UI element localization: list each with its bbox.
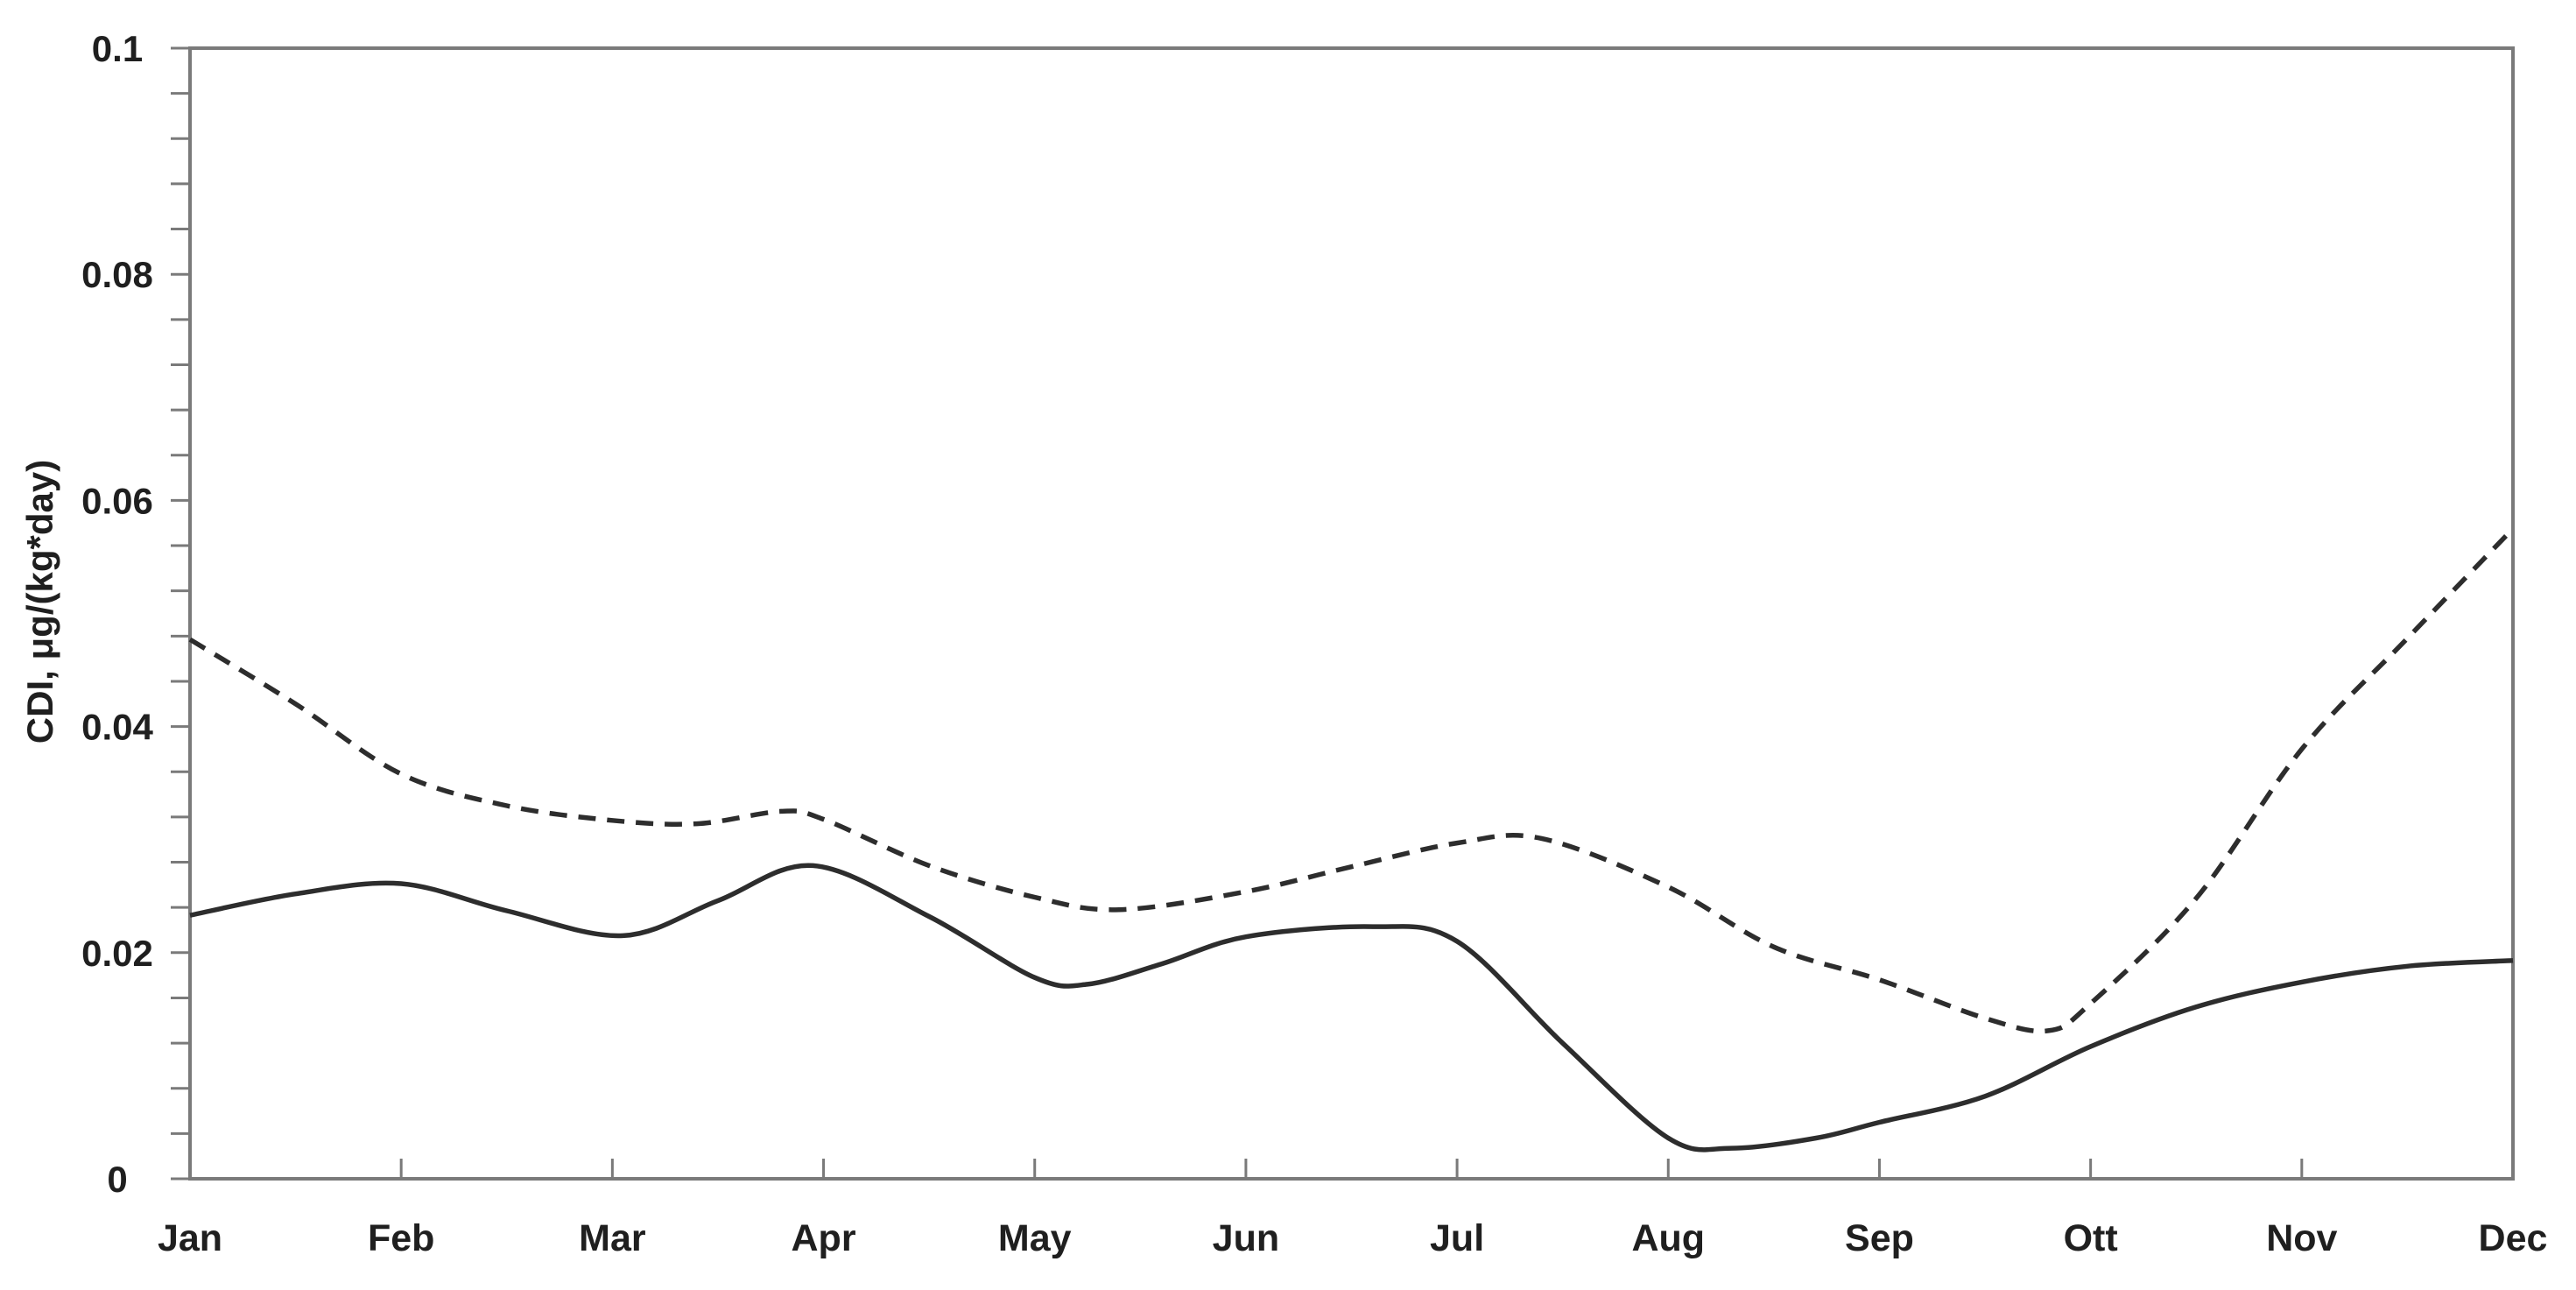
y-tick-label: 0.04 (81, 707, 153, 748)
plot-area: 0.1 0.08 0.06 0.04 0.02 0 Jan Feb Mar Apr May Jun Ju… (81, 28, 2547, 1259)
x-tick-label: Nov (2266, 1217, 2337, 1259)
plot-frame (188, 46, 2515, 1181)
x-tick-label: Feb (368, 1217, 434, 1259)
series-2-dashed-line (188, 526, 2515, 1034)
x-tick-label: Aug (1631, 1217, 1705, 1259)
y-tick-label: 0.1 (92, 28, 143, 69)
x-tick-label: Mar (579, 1217, 646, 1259)
x-tick-label: Apr (792, 1217, 856, 1259)
x-tick-label: Sep (1845, 1217, 1914, 1259)
x-tick-label: Jan (158, 1217, 222, 1259)
y-tick-label: 0 (107, 1159, 127, 1200)
y-tick-label: 0.02 (81, 933, 153, 974)
x-tick-label: Dec (2479, 1217, 2548, 1259)
x-tick-label: Jul (1430, 1217, 1484, 1259)
x-tick-label: Jun (1213, 1217, 1279, 1259)
x-tick-label: May (998, 1217, 1072, 1259)
y-tick-label: 0.08 (81, 254, 153, 295)
series-1-solid-line (189, 863, 2514, 1153)
y-tick-label: 0.06 (81, 480, 153, 521)
x-tick-label: Ott (2064, 1217, 2118, 1259)
y-axis-title: CDI, μg/(kg*day) (19, 460, 60, 744)
